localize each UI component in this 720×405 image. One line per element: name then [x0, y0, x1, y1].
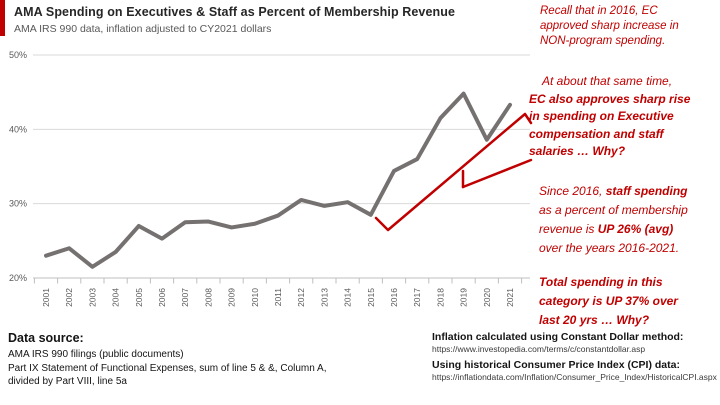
inflation-note-heading: Inflation calculated using Constant Doll…: [432, 331, 684, 343]
callout-line: last 20 yrs … Why?: [539, 313, 650, 327]
data-source-line: AMA IRS 990 filings (public documents): [8, 349, 184, 360]
y-tick-label: 30%: [9, 199, 27, 209]
x-tick-label: 2014: [343, 288, 353, 307]
leader-line: [374, 112, 533, 232]
callout-line: in spending on Executive: [529, 109, 674, 123]
y-tick-label: 40%: [9, 124, 27, 134]
leader-line: [461, 158, 533, 189]
x-tick-label: 2012: [296, 288, 306, 307]
data-line: [44, 91, 512, 269]
x-tick-label: 2021: [505, 288, 515, 307]
callout-line: category is UP 37% over: [539, 294, 678, 308]
callout-line: over the years 2016-2021.: [539, 241, 680, 255]
page-title: AMA Spending on Executives & Staff as Pe…: [14, 5, 456, 19]
inflation-note: Inflation calculated using Constant Doll…: [432, 331, 717, 355]
y-axis-labels: 20% 30% 40% 50%: [9, 50, 27, 283]
inflation-note-url: https://www.investopedia.com/terms/c/con…: [432, 344, 646, 354]
chart-subtitle: AMA IRS 990 data, inflation adjusted to …: [14, 23, 272, 35]
inflation-note: Using historical Consumer Price Index (C…: [432, 359, 717, 383]
x-tick-label: 2009: [227, 288, 237, 307]
callout-line: Total spending in this: [539, 275, 663, 289]
spending-line-chart: 20% 30% 40% 50% 2001 2002 2003 2004 2005 2006 2007…: [9, 50, 533, 307]
data-source-line: Part IX Statement of Functional Expenses…: [8, 362, 327, 374]
accent-stripe: [0, 0, 5, 36]
data-source-heading: Data source:: [8, 331, 84, 345]
callout-line: EC also approves sharp rise: [529, 91, 691, 106]
x-tick-label: 2020: [482, 288, 492, 307]
inflation-notes-section: Inflation calculated using Constant Doll…: [432, 331, 717, 387]
x-tick-label: 2018: [435, 288, 445, 307]
x-tick-label: 2001: [41, 288, 51, 307]
data-source-section: Data source: AMA IRS 990 filings (public…: [8, 331, 327, 389]
callout-line: Since 2016, staff spending: [539, 184, 688, 198]
annotation-leader-lines: [374, 112, 533, 232]
callout-up-26-percent: Since 2016, staff spending as a percent o…: [539, 182, 688, 258]
x-axis-labels: 2001 2002 2003 2004 2005 2006 2007 2008 2009 2010…: [41, 288, 515, 307]
callout-ec-approves-rise: At about that same time, EC also approves…: [529, 73, 690, 161]
x-tick-label: 2008: [203, 288, 213, 307]
callout-line: as a percent of membership: [539, 203, 688, 217]
callout-line: revenue is UP 26% (avg): [539, 222, 674, 236]
inflation-note-url: https://inflationdata.com/Inflation/Cons…: [432, 372, 717, 382]
callout-line: salaries … Why?: [529, 144, 626, 158]
x-tick-label: 2019: [459, 288, 469, 307]
x-tick-label: 2004: [111, 288, 121, 307]
inflation-note-heading: Using historical Consumer Price Index (C…: [432, 359, 680, 371]
y-gridlines: [33, 54, 530, 279]
x-tick-label: 2013: [319, 288, 329, 307]
callout-up-37-percent: Total spending in this category is UP 37%…: [539, 273, 678, 330]
callout-line: NON-program spending.: [540, 35, 666, 47]
y-tick-label: 50%: [9, 50, 27, 60]
callout-line: compensation and staff: [529, 126, 664, 141]
callout-line: Recall that in 2016, EC: [540, 5, 658, 17]
x-axis-ticks: [33, 278, 523, 284]
x-tick-label: 2011: [273, 288, 283, 307]
x-tick-label: 2006: [157, 288, 167, 307]
x-tick-label: 2016: [389, 288, 399, 307]
x-tick-label: 2015: [366, 288, 376, 307]
data-source-line: divided by Part VIII, line 5a: [8, 376, 127, 387]
callout-recall-2016: Recall that in 2016, EC approved sharp in…: [540, 4, 679, 49]
x-tick-label: 2010: [250, 288, 260, 307]
x-tick-label: 2002: [64, 288, 74, 307]
x-tick-label: 2003: [87, 288, 97, 307]
x-tick-label: 2007: [180, 288, 190, 307]
x-tick-label: 2005: [134, 288, 144, 307]
callout-line: At about that same time,: [542, 74, 673, 88]
spending-series-line: [44, 91, 512, 269]
callout-line: approved sharp increase in: [540, 20, 679, 32]
x-tick-label: 2017: [412, 288, 422, 307]
y-tick-label: 20%: [9, 273, 27, 283]
